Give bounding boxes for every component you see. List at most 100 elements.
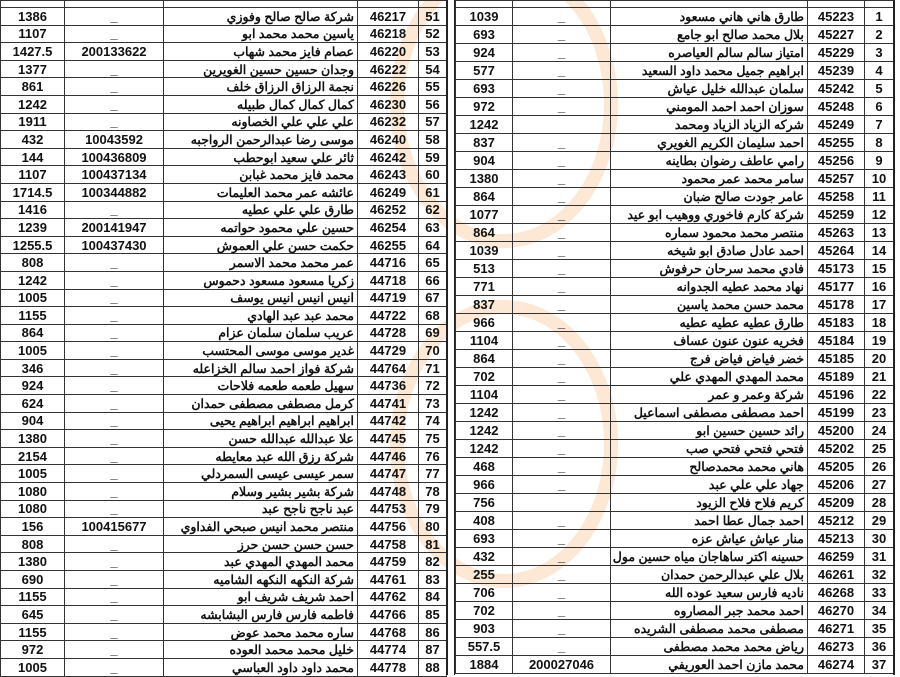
reference-cell: _ [64, 77, 164, 96]
page-edge [893, 0, 900, 675]
row-number-cell: 15 [864, 259, 894, 278]
reference-cell: _ [64, 323, 164, 343]
amount-cell: 808 [0, 253, 65, 272]
table-row: 904 _ ابراهيم ابراهيم ابراهيم يحيى 44742 74 [0, 411, 447, 431]
table-row: 577 _ ابراهيم جميل محمد داود السعيد 45239 4 [455, 61, 894, 80]
table-row: 1104 _ شركة وعمر و عمر 45196 22 [455, 385, 894, 404]
id-cell: 44718 [357, 270, 419, 290]
row-number-cell: 8 [864, 133, 894, 152]
amount-cell: 690 [0, 570, 65, 589]
row-number-cell: 14 [864, 241, 894, 260]
id-cell: 45205 [807, 457, 865, 476]
name-cell: كريم فلاح فلاح الزيود [610, 493, 808, 512]
id-cell: 44758 [357, 534, 419, 554]
table-row: 1386 _ شركة صالح صالح وفوزي 46217 51 [0, 7, 447, 26]
id-cell: 45183 [807, 313, 865, 332]
reference-cell: _ [64, 552, 164, 571]
row-number-cell: 16 [864, 277, 894, 296]
reference-cell: _ [64, 394, 164, 413]
id-cell: 46243 [357, 165, 419, 184]
header-cell [610, 0, 808, 8]
reference-cell: _ [512, 421, 611, 440]
row-number-cell: 13 [864, 223, 894, 242]
amount-cell: 1005 [0, 288, 65, 308]
row-number-cell: 22 [864, 385, 894, 404]
table-row: 1239 200141947 حسين علي محمود حواتمه 46254 6… [0, 218, 447, 237]
name-cell: حسينه اكتر ساهاجان مياه حسين مول [610, 547, 808, 566]
name-cell: سمر عيسى عيسى السمردلي [163, 464, 358, 484]
reference-cell: _ [512, 61, 611, 80]
reference-cell: _ [64, 482, 164, 501]
amount-cell: 1104 [455, 331, 513, 350]
reference-cell: _ [64, 288, 164, 308]
id-cell: 46226 [357, 77, 419, 96]
row-number-cell: 86 [418, 622, 447, 642]
reference-cell: _ [512, 583, 611, 602]
row-number-cell: 26 [864, 457, 894, 476]
amount-cell: 706 [455, 583, 513, 602]
reference-cell: 100344882 [64, 182, 164, 202]
row-number-cell: 36 [864, 637, 894, 656]
table-row: 156 100415677 منتصر محمد انيس صبحي الفداوي… [0, 517, 447, 536]
name-cell: احمد سليمان الكريم الغويري [610, 133, 808, 152]
name-cell: محمد فايز محمد غبابن [163, 165, 358, 184]
name-cell: طارق عطيه عطيه عطيه [610, 313, 808, 332]
reference-cell: _ [64, 358, 164, 378]
name-cell: شركة بشير بشير وسلام [163, 482, 358, 501]
row-number-cell: 7 [864, 115, 894, 134]
name-cell: جهاد علي علي عبد [610, 475, 808, 494]
id-cell: 44762 [357, 587, 419, 607]
name-cell: علي علي علي الخصاونه [163, 112, 358, 132]
id-cell: 45184 [807, 331, 865, 350]
name-cell: منتصر محمد محمود سماره [610, 223, 808, 242]
amount-cell: 1242 [455, 403, 513, 422]
reference-cell: _ [512, 313, 611, 332]
row-number-cell: 28 [864, 493, 894, 512]
id-cell: 45185 [807, 349, 865, 368]
name-cell: زكريا مسعود مسعود دحموس [163, 270, 358, 290]
id-cell: 45264 [807, 241, 865, 260]
id-cell: 45263 [807, 223, 865, 242]
amount-cell: 1080 [0, 499, 65, 519]
reference-cell: _ [512, 475, 611, 494]
amount-cell: 1386 [0, 7, 65, 26]
name-cell: رائد حسين حسين ابو [610, 421, 808, 440]
table-row: 1884 200027046 محمد مازن احمد العوريفي 4627… [455, 655, 894, 674]
table-row: 966 _ طارق عطيه عطيه عطيه 45183 18 [455, 313, 894, 332]
id-cell: 44756 [357, 517, 419, 536]
amount-cell: 1714.5 [0, 182, 65, 202]
reference-cell: _ [512, 97, 611, 116]
row-number-cell: 73 [418, 394, 447, 413]
table-row: 861 _ نجمة الرزاق الرزاق خلف 46226 55 [0, 77, 447, 96]
id-cell: 45209 [807, 493, 865, 512]
row-number-cell: 25 [864, 439, 894, 458]
reference-cell: _ [512, 223, 611, 242]
amount-cell: 924 [0, 376, 65, 396]
id-cell: 45256 [807, 151, 865, 170]
reference-cell: _ [64, 570, 164, 589]
amount-cell: 1005 [0, 341, 65, 360]
row-number-cell: 51 [418, 7, 447, 26]
id-cell: 44766 [357, 605, 419, 624]
reference-cell: _ [512, 547, 611, 566]
reference-cell: _ [512, 25, 611, 44]
name-cell: طارق هاني هاني مسعود [610, 7, 808, 26]
name-cell: احمد عادل صادق ابو شيخه [610, 241, 808, 260]
amount-cell: 645 [0, 605, 65, 624]
id-cell: 44748 [357, 482, 419, 501]
reference-cell: _ [512, 43, 611, 62]
header-row [0, 0, 447, 8]
id-cell: 45202 [807, 439, 865, 458]
table-row: 645 _ فاطمه فارس فارس البشابشه 44766 85 [0, 605, 447, 624]
row-number-cell: 33 [864, 583, 894, 602]
reference-cell: _ [64, 640, 164, 659]
row-number-cell: 30 [864, 529, 894, 548]
header-cell [512, 0, 611, 8]
row-number-cell: 88 [418, 657, 447, 677]
row-number-cell: 68 [418, 306, 447, 325]
amount-cell: 771 [455, 277, 513, 296]
reference-cell: 10043592 [64, 130, 164, 149]
reference-cell: _ [64, 341, 164, 360]
name-cell: شركة فواز احمد سالم الخزاعله [163, 358, 358, 378]
table-row: 864 _ عريب سلمان سلمان عزام 44728 69 [0, 323, 447, 343]
